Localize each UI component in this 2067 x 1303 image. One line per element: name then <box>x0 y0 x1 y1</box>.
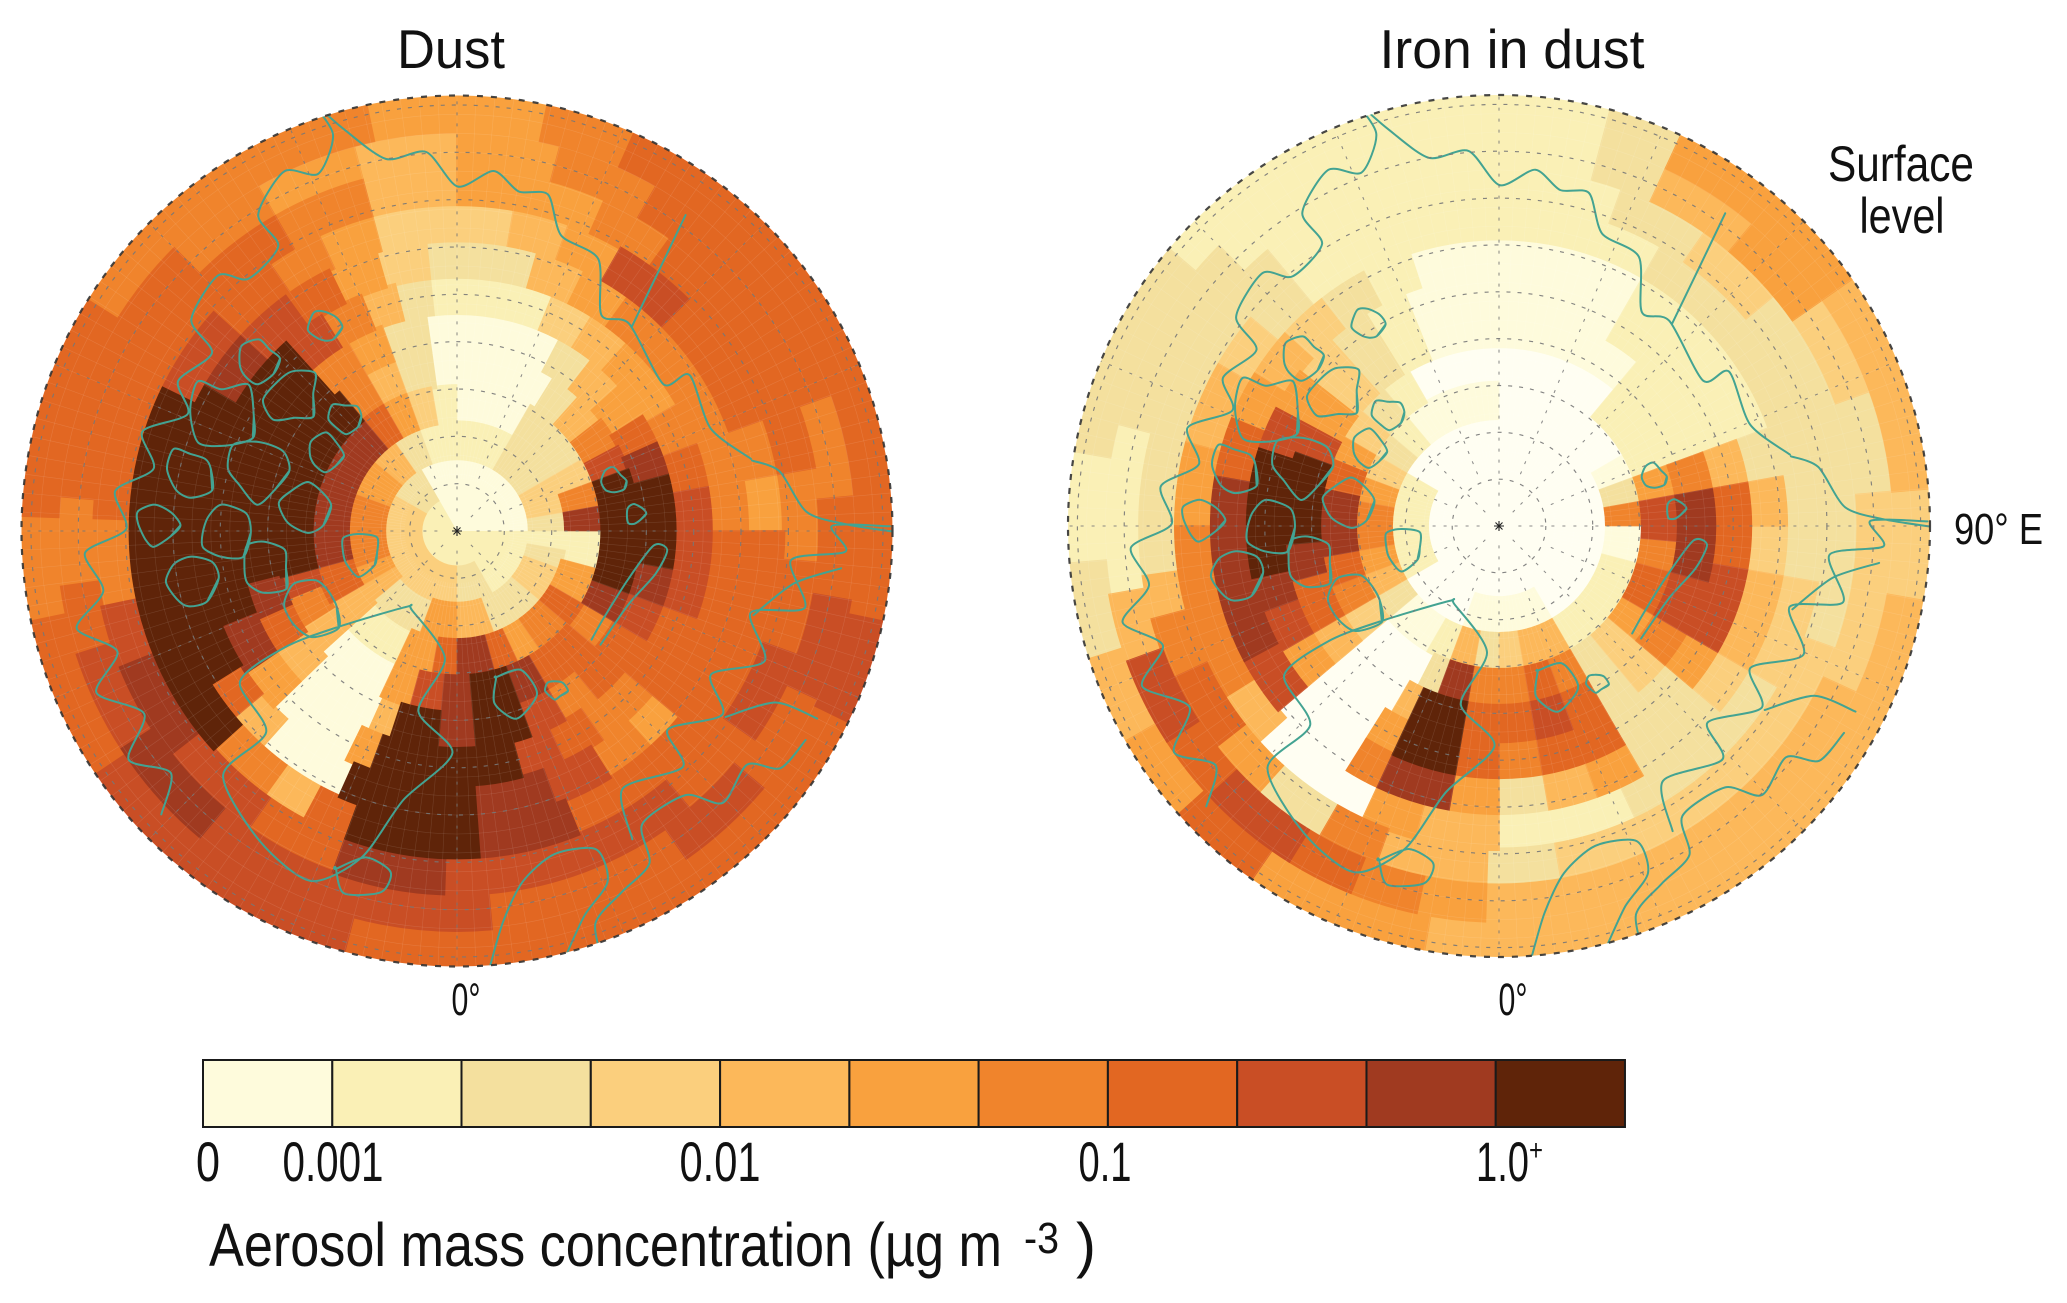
svg-text:Iron in dust: Iron in dust <box>1380 18 1645 80</box>
svg-text:Dust: Dust <box>397 18 505 80</box>
svg-text:level: level <box>1860 188 1945 244</box>
svg-text:1.0: 1.0 <box>1476 1130 1529 1193</box>
svg-text:-3: -3 <box>1024 1214 1059 1263</box>
svg-text:0.001: 0.001 <box>283 1130 384 1193</box>
svg-text:0: 0 <box>196 1130 220 1193</box>
svg-text:0°: 0° <box>1499 974 1528 1025</box>
svg-text:+: + <box>1529 1134 1543 1167</box>
svg-text:Aerosol mass concentration (µg: Aerosol mass concentration (µg m <box>209 1211 1002 1279</box>
svg-text:0.01: 0.01 <box>680 1130 761 1193</box>
svg-text:0°: 0° <box>452 974 481 1025</box>
svg-text:0.1: 0.1 <box>1079 1130 1132 1193</box>
svg-text:Surface: Surface <box>1828 136 1974 192</box>
svg-text:90° E: 90° E <box>1954 505 2043 554</box>
svg-text:): ) <box>1076 1211 1096 1279</box>
